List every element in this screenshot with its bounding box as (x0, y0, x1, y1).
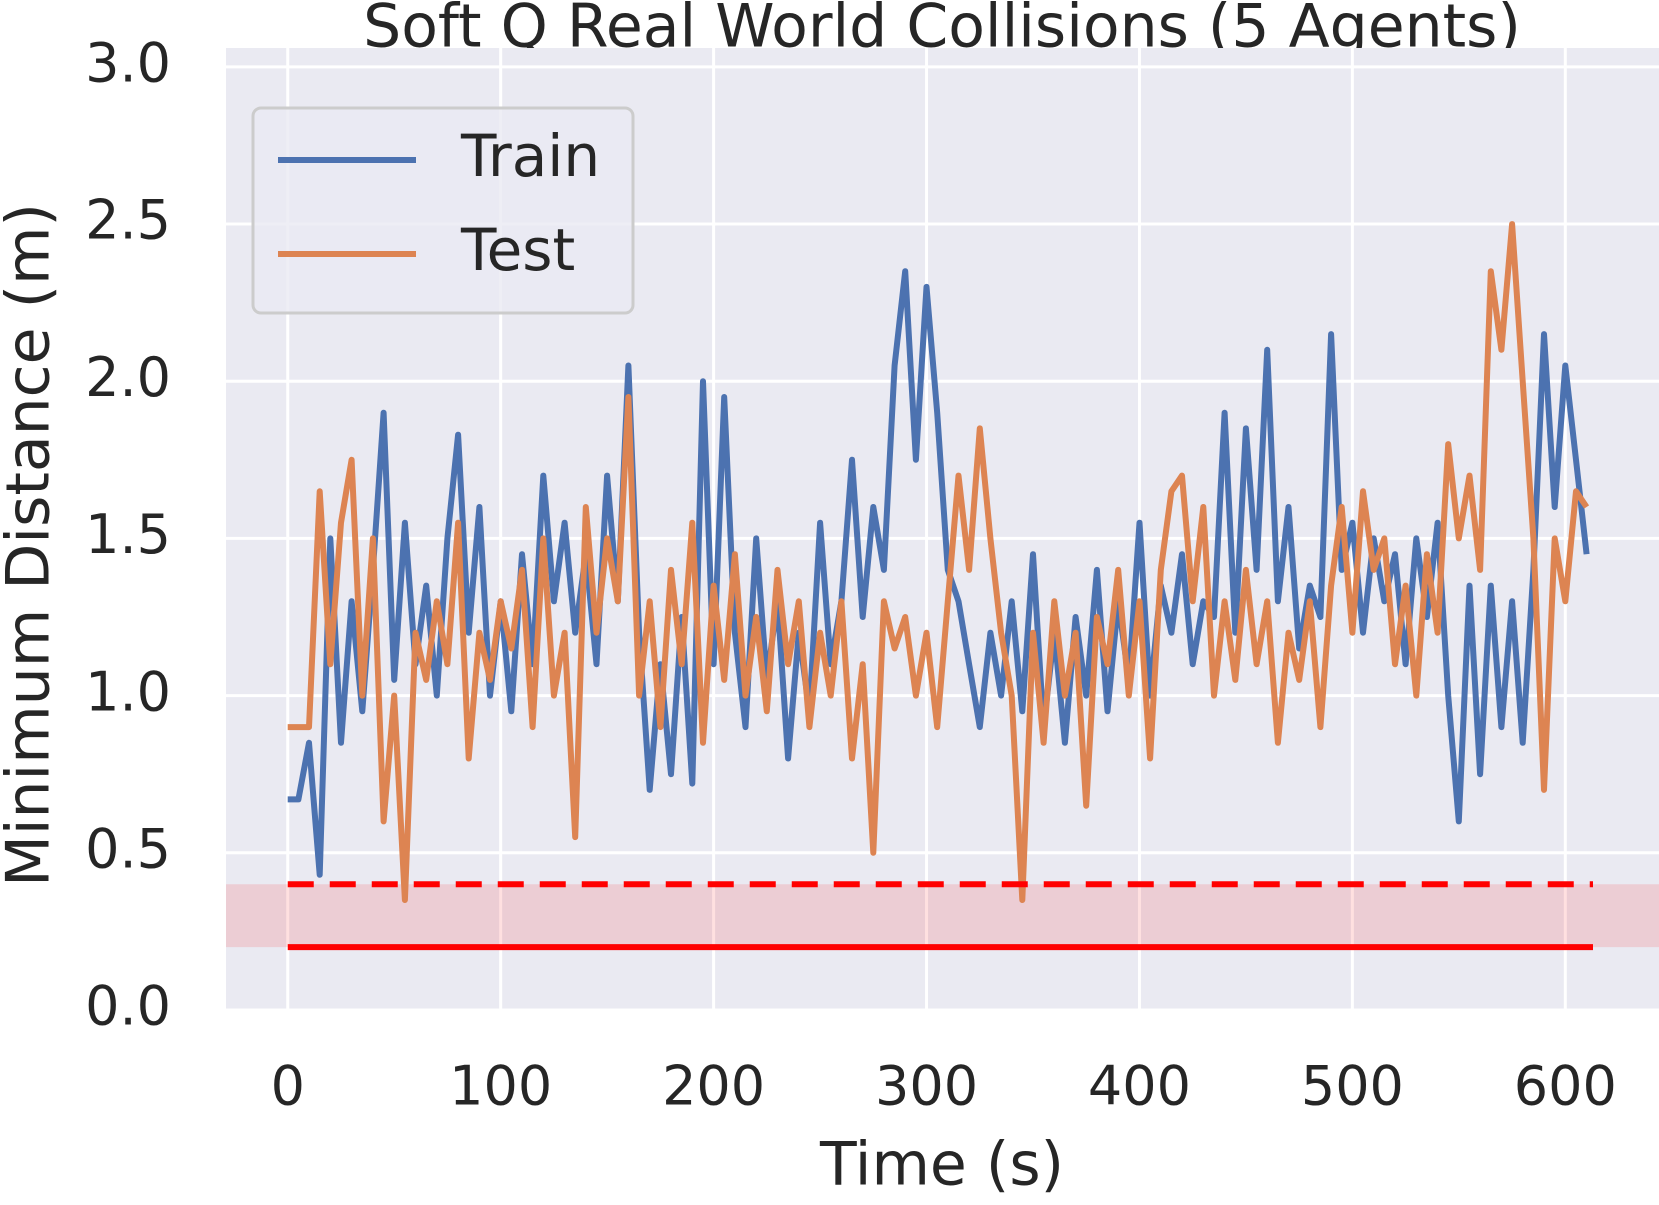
line-series (287, 268, 1590, 878)
y-axis-label: Minimum Distance (m) (0, 203, 64, 887)
x-tick-label: 300 (875, 1055, 978, 1118)
x-tick-label: 100 (449, 1055, 552, 1118)
y-tick-label: 0.5 (85, 817, 171, 880)
x-tick-label: 600 (1514, 1055, 1617, 1118)
x-axis-label: Time (s) (819, 1130, 1064, 1200)
legend: Train Test (251, 106, 635, 315)
y-tick-label: 3.0 (85, 32, 171, 95)
y-tick-label: 1.5 (85, 503, 171, 566)
line-series (287, 221, 1590, 903)
x-tick-label: 0 (271, 1055, 305, 1118)
y-tick-label: 2.0 (85, 346, 171, 409)
y-tick-label: 2.5 (85, 189, 171, 252)
y-tick-label: 0.0 (85, 975, 171, 1038)
legend-label: Train (460, 122, 600, 190)
legend-label: Test (460, 216, 575, 284)
x-tick-label: 500 (1301, 1055, 1404, 1118)
shaded-band (226, 884, 1659, 948)
x-tick-label: 200 (662, 1055, 765, 1118)
y-tick-label: 1.0 (85, 660, 171, 723)
x-tick-label: 400 (1088, 1055, 1191, 1118)
